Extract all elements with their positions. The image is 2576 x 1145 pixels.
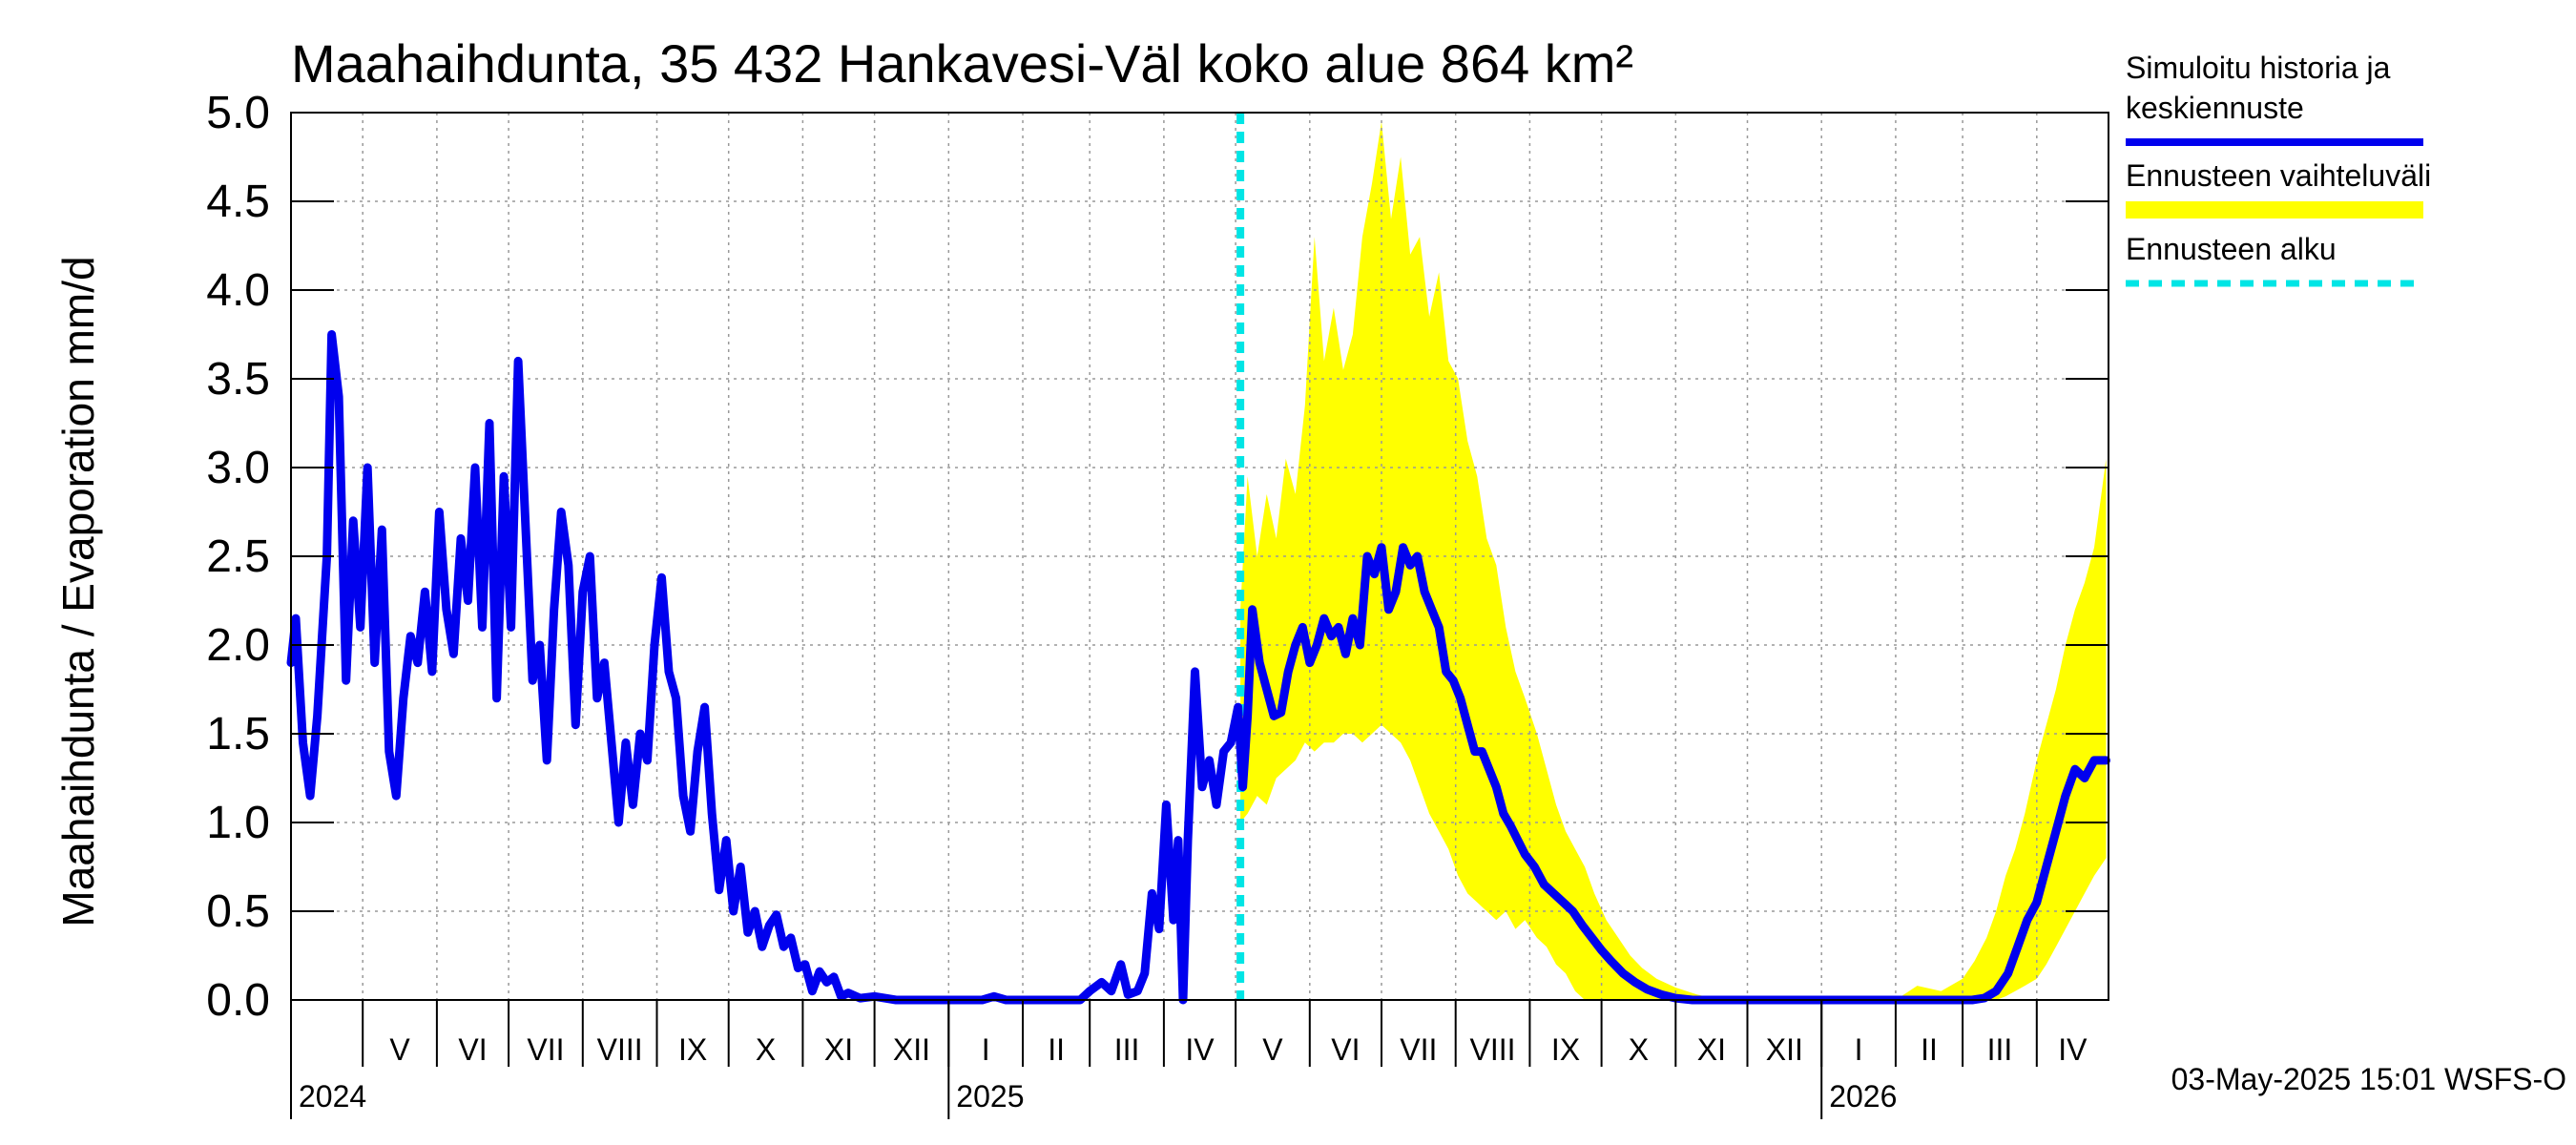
month-label: VIII	[1470, 1032, 1516, 1067]
footer-timestamp: 03-May-2025 15:01 WSFS-O	[2171, 1062, 2566, 1096]
month-label: VII	[1400, 1032, 1437, 1067]
month-label: XII	[1766, 1032, 1803, 1067]
legend-label: Ennusteen alku	[2126, 232, 2337, 266]
month-label: IV	[1185, 1032, 1215, 1067]
y-tick-label: 4.5	[206, 177, 270, 227]
legend-label: Simuloitu historia ja	[2126, 51, 2391, 85]
y-tick-label: 3.0	[206, 443, 270, 493]
month-label: VII	[527, 1032, 564, 1067]
month-label: IX	[678, 1032, 707, 1067]
y-tick-label: 1.0	[206, 798, 270, 848]
month-label: V	[1262, 1032, 1283, 1067]
month-label: XI	[824, 1032, 853, 1067]
month-label: VI	[458, 1032, 487, 1067]
month-label: VI	[1331, 1032, 1360, 1067]
x-axis-labels: V VI VII VIII IX X XI XII I II III IV V VI VII VIII IX X X…	[290, 1000, 2088, 1119]
year-label: 2026	[1829, 1079, 1897, 1114]
y-tick-label: 4.0	[206, 265, 270, 316]
y-tick-label: 0.5	[206, 886, 270, 937]
legend: Simuloitu historia ja keskiennuste Ennuste…	[2126, 51, 2431, 287]
month-label: III	[1114, 1032, 1140, 1067]
y-tick-label: 0.0	[206, 975, 270, 1026]
chart-title: Maahaihdunta, 35 432 Hankavesi-Väl koko …	[291, 33, 1633, 94]
month-label: X	[756, 1032, 776, 1067]
y-tick-label: 5.0	[206, 88, 270, 138]
y-tick-label: 2.0	[206, 620, 270, 671]
series-line	[286, 330, 2110, 1005]
month-label: III	[1987, 1032, 2013, 1067]
year-label: 2024	[299, 1079, 366, 1114]
axes	[290, 112, 2109, 1001]
forecast-band-area	[1240, 121, 2107, 1001]
y-tick-label: 2.5	[206, 531, 270, 582]
month-label: II	[1921, 1032, 1938, 1067]
y-axis-label: Maahaihdunta / Evaporation mm/d	[53, 256, 103, 926]
forecast-range-band	[1240, 121, 2107, 1001]
month-label: VIII	[597, 1032, 643, 1067]
month-label: XII	[893, 1032, 930, 1067]
month-label: I	[982, 1032, 990, 1067]
month-label: IV	[2058, 1032, 2088, 1067]
month-label: IX	[1551, 1032, 1580, 1067]
y-tick-label: 1.5	[206, 709, 270, 760]
y-tick-labels: 0.0 0.5 1.0 1.5 2.0 2.5 3.0 3.5 4.0 4.5 5.0	[206, 88, 270, 1026]
month-label: V	[389, 1032, 410, 1067]
month-label: X	[1629, 1032, 1649, 1067]
y-tick-label: 3.5	[206, 354, 270, 405]
month-label: II	[1048, 1032, 1065, 1067]
year-label: 2025	[956, 1079, 1024, 1114]
month-label: I	[1855, 1032, 1863, 1067]
legend-label: keskiennuste	[2126, 91, 2304, 125]
series-layer	[286, 330, 2110, 1005]
legend-label: Ennusteen vaihteluväli	[2126, 158, 2431, 193]
month-label: XI	[1697, 1032, 1726, 1067]
